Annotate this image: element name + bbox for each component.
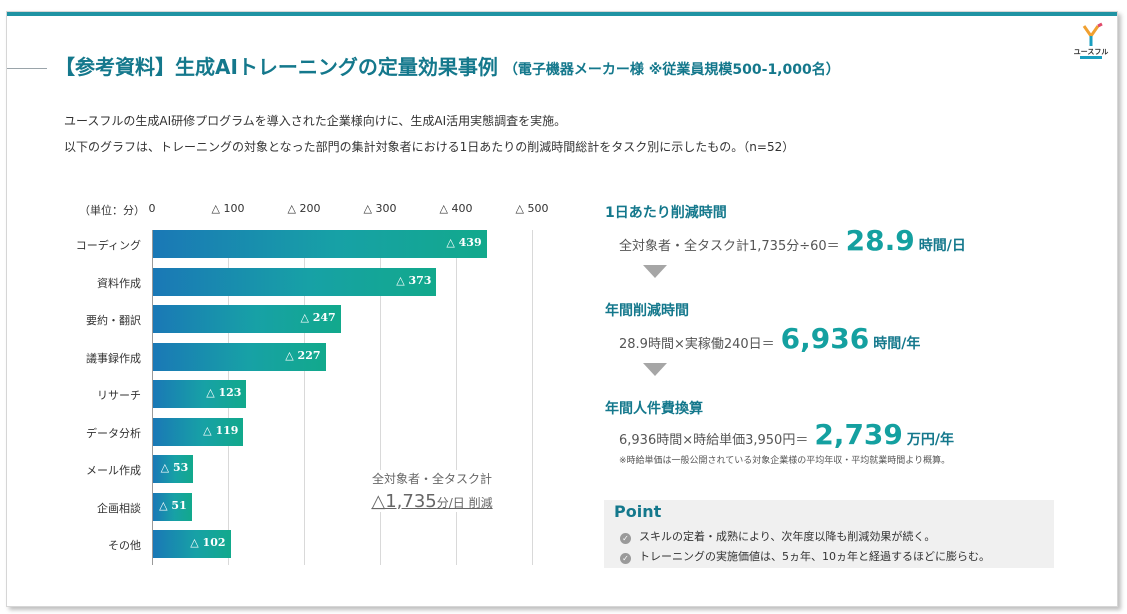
top-accent-bar (7, 12, 1117, 16)
chart-bar-value-label: △ 102 (190, 536, 226, 549)
chart-bar-value-label: △ 247 (300, 311, 336, 324)
chart-tick-label: △ 300 (363, 202, 397, 215)
chart-bar-value-label: △ 51 (159, 498, 187, 512)
yearly-value: 6,936 (780, 322, 870, 355)
chart-gridline (532, 230, 533, 565)
daily-reduction-calc: 全対象者・全タスク計1,735分÷60＝ 28.9 時間/日 (619, 224, 966, 257)
brand-logo-icon (1082, 22, 1103, 46)
cost-formula: 6,936時間×時給単価3,950円＝ (619, 433, 809, 448)
point-item-text: トレーニングの実施価値は、5ヵ年、10ヵ年と経過するほどに膨らむ。 (639, 550, 990, 563)
chart-bar-value-label: △ 227 (285, 348, 321, 362)
yearly-reduction-title: 年間削減時間 (605, 303, 689, 319)
description-line-1: ユースフルの生成AI研修プログラムを導入された企業様向けに、生成AI活用実態調査… (64, 114, 567, 128)
daily-formula: 全対象者・全タスク計1,735分÷60＝ (619, 239, 840, 254)
cost-value: 2,739 (814, 418, 903, 451)
chart-category-label: その他 (108, 539, 141, 552)
daily-reduction-title: 1日あたり削減時間 (605, 205, 727, 221)
daily-unit: 時間/日 (918, 238, 966, 254)
check-icon: ✓ (620, 553, 631, 564)
total-value: △1,735 (371, 491, 437, 512)
brand-logo-bar (1080, 56, 1102, 59)
chart-category-label: 企画相談 (97, 501, 141, 515)
chart-category-label: リサーチ (97, 389, 141, 402)
point-item: ✓ スキルの定着・成熟により、次年度以降も削減効果が続く。 (620, 528, 935, 544)
point-item-text: スキルの定着・成熟により、次年度以降も削減効果が続く。 (639, 530, 936, 543)
page-title: 【参考資料】生成AIトレーニングの定量効果事例 （電子機器メーカー様 ※従業員規模… (55, 51, 840, 80)
title-main: 【参考資料】生成AIトレーニングの定量効果事例 (55, 55, 498, 79)
check-icon: ✓ (620, 533, 631, 544)
chart-bar-value-label: △ 123 (206, 386, 242, 399)
chart-gridline (456, 230, 457, 565)
chart-category-label: コーディング (75, 239, 141, 252)
daily-value: 28.9 (845, 224, 915, 257)
yearly-unit: 時間/年 (873, 336, 921, 352)
chart-tick-label: 0 (148, 202, 156, 215)
chart-bar-value-label: △ 373 (396, 273, 432, 287)
point-box: Point ✓ スキルの定着・成熟により、次年度以降も削減効果が続く。 ✓ トレーニ… (604, 500, 1054, 568)
chart-tick-label: △ 400 (439, 202, 473, 215)
total-unit: 分/日 削減 (436, 496, 493, 510)
title-sub: （電子機器メーカー様 ※従業員規模500-1,000名） (503, 62, 840, 78)
chart-category-label: データ分析 (86, 426, 141, 440)
slide: 【参考資料】生成AIトレーニングの定量効果事例 （電子機器メーカー様 ※従業員規模… (6, 11, 1118, 607)
chart-bar-value-label: △ 439 (446, 236, 482, 249)
chart-bar: △ 373 (153, 267, 437, 296)
total-caption: 全対象者・全タスク計 (371, 472, 492, 486)
chart-bar: △ 102 (153, 530, 231, 558)
chart-bar-value-label: △ 53 (160, 461, 189, 474)
chart-bar: △ 439 (153, 230, 487, 258)
description-line-2: 以下のグラフは、トレーニングの対象となった部門の集計対象者における1日あたりの削… (64, 140, 795, 154)
total-value-line: △1,735分/日 削減 (347, 491, 517, 512)
chart-category-label: 資料作成 (97, 276, 141, 290)
yearly-formula: 28.9時間×実稼働240日＝ (619, 337, 775, 352)
chart-tick-label: △ 200 (287, 202, 321, 215)
chart-bar: △ 119 (153, 417, 244, 446)
chart-unit-label: （単位：分） (79, 204, 145, 217)
yearly-reduction-calc: 28.9時間×実稼働240日＝ 6,936 時間/年 (619, 322, 920, 355)
chart-tick-label: △ 500 (515, 202, 549, 215)
chart-bar: △ 51 (153, 492, 192, 521)
chart-bar: △ 123 (153, 380, 247, 408)
down-arrow-icon (643, 363, 667, 376)
point-item: ✓ トレーニングの実施価値は、5ヵ年、10ヵ年と経過するほどに膨らむ。 (620, 548, 990, 564)
chart-axis-line (152, 230, 153, 565)
chart-category-label: 議事録作成 (86, 351, 141, 365)
point-title: Point (614, 502, 662, 521)
title-rule (7, 68, 47, 69)
chart-category-label: メール作成 (86, 464, 141, 477)
cost-footnote: ※時給単価は一般公開されている対象企業様の平均年収・平均就業時間より概算。 (619, 456, 951, 466)
chart-bar-value-label: △ 119 (203, 423, 239, 437)
chart-tick-label: △ 100 (211, 202, 245, 215)
cost-calc: 6,936時間×時給単価3,950円＝ 2,739 万円/年 (619, 418, 954, 451)
down-arrow-icon (643, 265, 667, 278)
chart-bar: △ 227 (153, 342, 326, 371)
cost-title: 年間人件費換算 (605, 401, 703, 417)
brand-logo-text: ユースフル (1073, 48, 1109, 56)
chart-gridline (304, 230, 305, 565)
chart-bar: △ 247 (153, 305, 341, 333)
chart-bar: △ 53 (153, 455, 194, 483)
chart-total-annotation: 全対象者・全タスク計 △1,735分/日 削減 (347, 470, 517, 512)
chart-category-label: 要約・翻訳 (86, 314, 141, 327)
cost-unit: 万円/年 (906, 432, 955, 448)
chart-gridline (380, 230, 381, 565)
